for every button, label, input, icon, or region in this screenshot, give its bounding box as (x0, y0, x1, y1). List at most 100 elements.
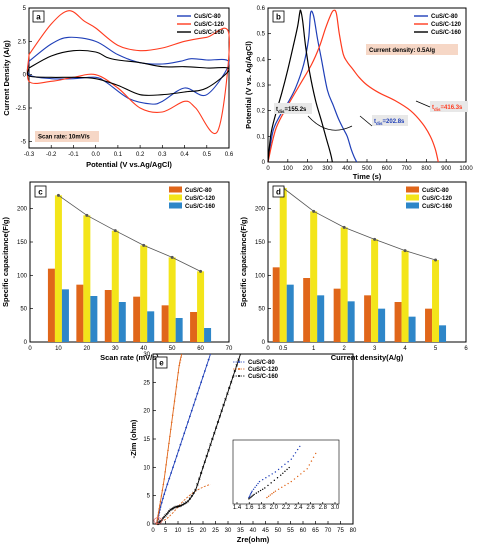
inset-point (261, 478, 264, 481)
zoom-marker (153, 517, 163, 524)
data-point (196, 392, 199, 395)
y-tick-label: 20 (143, 409, 150, 415)
y-tick-label: 0.1 (257, 134, 266, 140)
x-tick-label: 700 (402, 166, 413, 172)
bar (371, 239, 379, 342)
inset-point (248, 496, 250, 499)
inset-point (284, 484, 286, 487)
legend-label: CuS/C-120 (194, 22, 225, 28)
data-point (175, 385, 178, 388)
x-tick-label: 70 (325, 528, 332, 534)
nyquist-curve (157, 353, 241, 525)
bar (279, 188, 287, 342)
trend-point (199, 269, 203, 273)
trend-point (56, 193, 60, 197)
bar (286, 284, 294, 342)
data-point (156, 520, 159, 523)
data-point (159, 500, 162, 503)
data-point (192, 491, 195, 495)
data-point (173, 506, 176, 509)
inset-point (258, 480, 261, 483)
data-point (190, 494, 193, 497)
cv-curve (26, 10, 230, 134)
data-point (179, 443, 182, 446)
bar (432, 260, 440, 342)
x-tick-label: 300 (322, 166, 333, 172)
legend-label: CuS/C-160 (431, 30, 462, 36)
inset-point (293, 478, 296, 480)
trend-line (58, 195, 201, 272)
legend-marker (238, 361, 240, 363)
data-point (172, 466, 174, 469)
inset-point (270, 482, 272, 484)
inset-point (290, 458, 292, 460)
data-point (160, 494, 163, 497)
inset-point (250, 493, 252, 495)
tdis-label: tdis=202.8s (374, 119, 405, 126)
bar (347, 301, 355, 342)
bar (204, 328, 212, 342)
data-point (180, 355, 183, 358)
data-point (188, 497, 192, 500)
trend-point (113, 229, 117, 233)
trend-point (142, 243, 146, 247)
data-point (203, 460, 207, 463)
legend-swatch (169, 194, 182, 201)
panel-letter: e (159, 359, 164, 368)
data-point (183, 432, 186, 435)
data-point (186, 500, 190, 503)
data-point (198, 387, 201, 389)
bar (310, 211, 318, 342)
x-tick-label: 1000 (459, 166, 473, 172)
data-point (176, 378, 179, 381)
inset-x-tick-label: 1.6 (245, 505, 254, 511)
inset-point (303, 470, 305, 473)
data-point (185, 426, 188, 429)
inset-point (310, 460, 313, 462)
x-tick-label: -0.2 (46, 152, 57, 158)
cv-curve (26, 36, 230, 105)
x-tick-label: 50 (275, 528, 282, 534)
inset-point (308, 464, 311, 466)
data-point (168, 435, 171, 437)
legend-label: CuS/C-160 (194, 30, 225, 36)
x-axis-label: Time (s) (353, 172, 382, 181)
data-point (222, 403, 225, 407)
y-axis-label: Specific capacitance(F/g) (1, 216, 10, 307)
bar (168, 257, 176, 342)
data-point (179, 504, 182, 508)
x-tick-label: 50 (169, 346, 176, 352)
data-point (194, 488, 197, 492)
bar (83, 215, 91, 342)
data-point (174, 392, 177, 395)
y-tick-label: 30 (143, 352, 150, 358)
y-tick-label: 0 (23, 73, 27, 79)
x-axis-label: Current density(A/g) (331, 353, 404, 362)
data-point (216, 420, 220, 424)
bar (364, 295, 372, 342)
data-point (196, 483, 199, 486)
bar (272, 267, 280, 342)
data-point (233, 369, 237, 373)
data-point (183, 502, 186, 505)
panel-letter-box (32, 10, 45, 23)
x-tick-label: 30 (225, 528, 232, 534)
trend-point (342, 225, 346, 229)
data-point (211, 437, 214, 441)
x-tick-label: 0.5 (279, 346, 288, 352)
bar (340, 227, 348, 342)
inset-point (251, 490, 253, 492)
data-point (188, 415, 191, 418)
data-point (224, 398, 227, 401)
x-tick-label: 0.2 (136, 152, 145, 158)
x-tick-label: 0.5 (203, 152, 212, 158)
bar (439, 325, 447, 342)
x-axis-label: Scan rate (mV/s) (100, 353, 159, 362)
data-point (167, 449, 169, 452)
annotation-text: Current density: 0.5A/g (369, 48, 435, 54)
data-point (164, 489, 167, 491)
data-point (228, 386, 231, 390)
data-point (163, 493, 166, 496)
inset-x-tick-label: 2.8 (319, 505, 328, 511)
